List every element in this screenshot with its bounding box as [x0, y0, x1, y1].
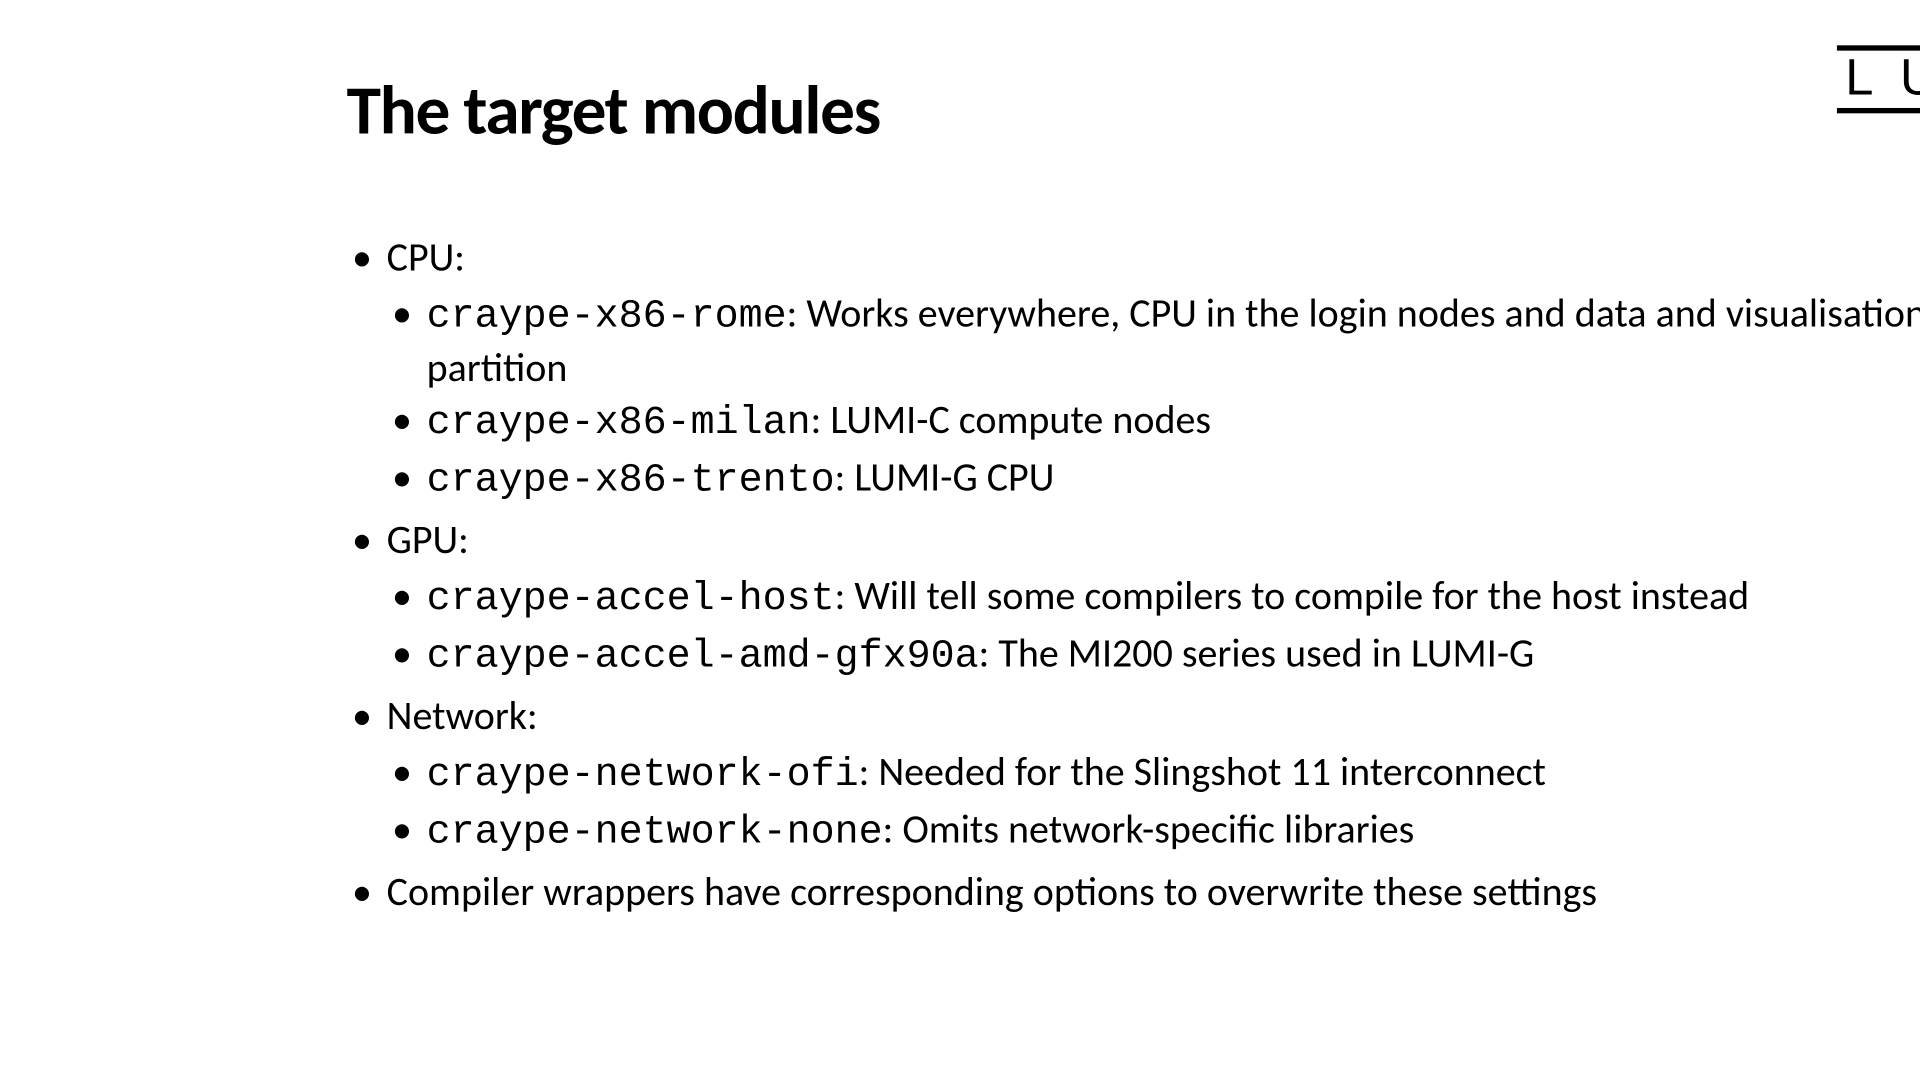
list-item: craype-x86-trento: LUMI-G CPU — [387, 453, 1920, 507]
cpu-items: craype-x86-rome: Works everywhere, CPU i… — [387, 289, 1920, 506]
list-item: craype-accel-amd-gfx90a: The MI200 serie… — [387, 629, 1920, 683]
code-text: craype-accel-amd-gfx90a — [427, 634, 979, 679]
section-heading: GPU: — [387, 516, 469, 565]
list-item: craype-network-none: Omits network-speci… — [387, 804, 1920, 858]
slide-title: The target modules — [347, 67, 1920, 152]
slide-container: LUMI The target modules CPU: craype-x86-… — [240, 0, 1920, 1080]
network-items: craype-network-ofi: Needed for the Sling… — [387, 748, 1920, 859]
content-list: CPU: craype-x86-rome: Works everywhere, … — [347, 232, 1920, 918]
lumi-logo: LUMI — [1845, 51, 1920, 108]
code-text: craype-accel-host — [427, 577, 835, 622]
section-heading: Network: — [387, 692, 538, 741]
desc-text: : Will tell some compilers to compile fo… — [835, 572, 1750, 621]
list-item: craype-x86-milan: LUMI-C compute nodes — [387, 396, 1920, 450]
gpu-items: craype-accel-host: Will tell some compil… — [387, 572, 1920, 683]
list-item: craype-network-ofi: Needed for the Sling… — [387, 748, 1920, 802]
list-item: craype-x86-rome: Works everywhere, CPU i… — [387, 289, 1920, 393]
code-text: craype-network-ofi — [427, 753, 859, 798]
code-text: craype-x86-trento — [427, 458, 835, 503]
footer-text: Compiler wrappers have corresponding opt… — [387, 868, 1597, 917]
list-item: craype-accel-host: Will tell some compil… — [387, 572, 1920, 626]
desc-text: : LUMI-G CPU — [835, 453, 1055, 502]
code-text: craype-x86-rome — [427, 295, 787, 340]
code-text: craype-network-none — [427, 810, 883, 855]
section-gpu: GPU: craype-accel-host: Will tell some c… — [347, 515, 1920, 683]
desc-text: : Omits network-specific libraries — [883, 804, 1415, 853]
section-cpu: CPU: craype-x86-rome: Works everywhere, … — [347, 232, 1920, 507]
section-heading: CPU: — [387, 233, 465, 282]
code-text: craype-x86-milan — [427, 401, 811, 446]
footer-item: Compiler wrappers have corresponding opt… — [347, 866, 1920, 918]
section-network: Network: craype-network-ofi: Needed for … — [347, 690, 1920, 858]
desc-text: : LUMI-C compute nodes — [811, 396, 1211, 445]
desc-text: : Needed for the Slingshot 11 interconne… — [859, 748, 1546, 797]
desc-text: : The MI200 series used in LUMI-G — [979, 629, 1535, 678]
